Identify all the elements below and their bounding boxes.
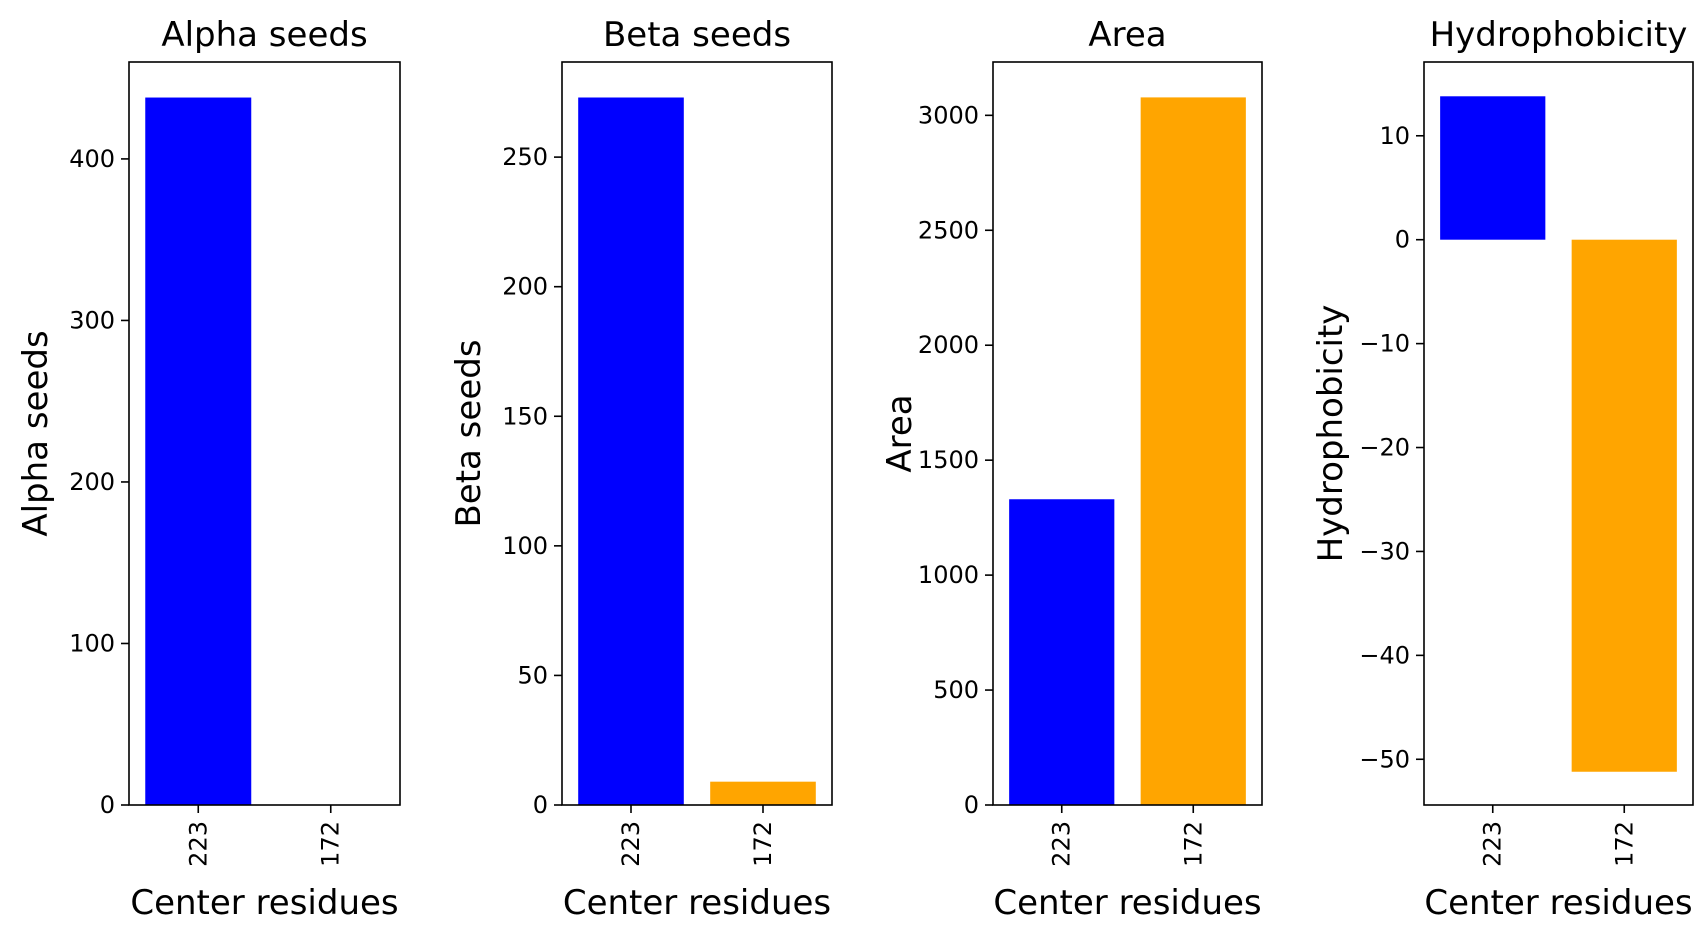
y-tick-label: 1500 xyxy=(918,446,979,474)
y-tick-label: 200 xyxy=(69,468,115,496)
x-tick-label: 172 xyxy=(1610,821,1638,867)
x-tick-label: 172 xyxy=(1179,821,1207,867)
y-tick-label: 0 xyxy=(964,791,979,819)
y-axis-label: Area xyxy=(880,394,920,472)
bar-172 xyxy=(1140,97,1246,806)
y-tick-label: 3000 xyxy=(918,101,979,129)
x-axis-label: Center residues xyxy=(130,883,398,923)
bar-223 xyxy=(578,97,684,806)
bar-223 xyxy=(1440,96,1546,240)
panel-title: Area xyxy=(1088,15,1166,55)
y-tick-label: 10 xyxy=(1379,122,1410,150)
bar-172 xyxy=(710,781,816,805)
y-tick-label: 500 xyxy=(933,676,979,704)
x-axis-label: Center residues xyxy=(993,883,1261,923)
x-tick-label: 223 xyxy=(1048,821,1076,867)
y-tick-label: −30 xyxy=(1359,537,1410,565)
y-tick-label: 0 xyxy=(100,791,115,819)
y-tick-label: 2000 xyxy=(918,331,979,359)
x-tick-label: 172 xyxy=(317,821,345,867)
panel-title: Hydrophobicity xyxy=(1430,15,1688,55)
y-tick-label: −40 xyxy=(1359,641,1410,669)
y-tick-label: 200 xyxy=(502,273,548,301)
x-axis-label: Center residues xyxy=(1424,883,1692,923)
y-tick-label: 0 xyxy=(1395,226,1410,254)
y-axis-label: Hydrophobicity xyxy=(1311,305,1351,563)
y-tick-label: −10 xyxy=(1359,330,1410,358)
y-tick-label: 100 xyxy=(502,532,548,560)
y-axis-label: Beta seeds xyxy=(449,339,489,527)
x-axis-label: Center residues xyxy=(563,883,831,923)
panel-beta-seeds: 0 50 100 150 200 250 223 172 Beta seeds Beta s… xyxy=(449,15,833,923)
y-tick-label: 50 xyxy=(517,661,548,689)
y-tick-label: 300 xyxy=(69,306,115,334)
bar-172 xyxy=(1571,239,1677,772)
panel-hydrophobicity: −50 −40 −30 −20 −10 0 10 223 172 Hydrophobicity… xyxy=(1311,15,1694,923)
bar-223 xyxy=(145,97,252,805)
y-tick-label: 150 xyxy=(502,402,548,430)
x-tick-label: 223 xyxy=(184,821,212,867)
bar-223 xyxy=(1009,499,1115,805)
y-tick-label: 1000 xyxy=(918,561,979,589)
panel-title: Beta seeds xyxy=(603,15,791,55)
y-tick-label: −50 xyxy=(1359,745,1410,773)
y-tick-label: 250 xyxy=(502,143,548,171)
panel-title: Alpha seeds xyxy=(161,15,367,55)
panel-alpha-seeds: 0 100 200 300 400 223 172 Alpha seeds Alpha s… xyxy=(16,15,401,923)
x-tick-label: 172 xyxy=(749,821,777,867)
y-tick-label: 2500 xyxy=(918,216,979,244)
y-tick-label: 100 xyxy=(69,629,115,657)
x-tick-label: 223 xyxy=(1479,821,1507,867)
y-axis-label: Alpha seeds xyxy=(16,330,56,536)
y-tick-label: 400 xyxy=(69,145,115,173)
y-tick-label: 0 xyxy=(533,791,548,819)
x-tick-label: 223 xyxy=(617,821,645,867)
y-tick-label: −20 xyxy=(1359,434,1410,462)
panel-area: 0 500 1000 1500 2000 2500 3000 223 172 Area Are… xyxy=(880,15,1263,923)
